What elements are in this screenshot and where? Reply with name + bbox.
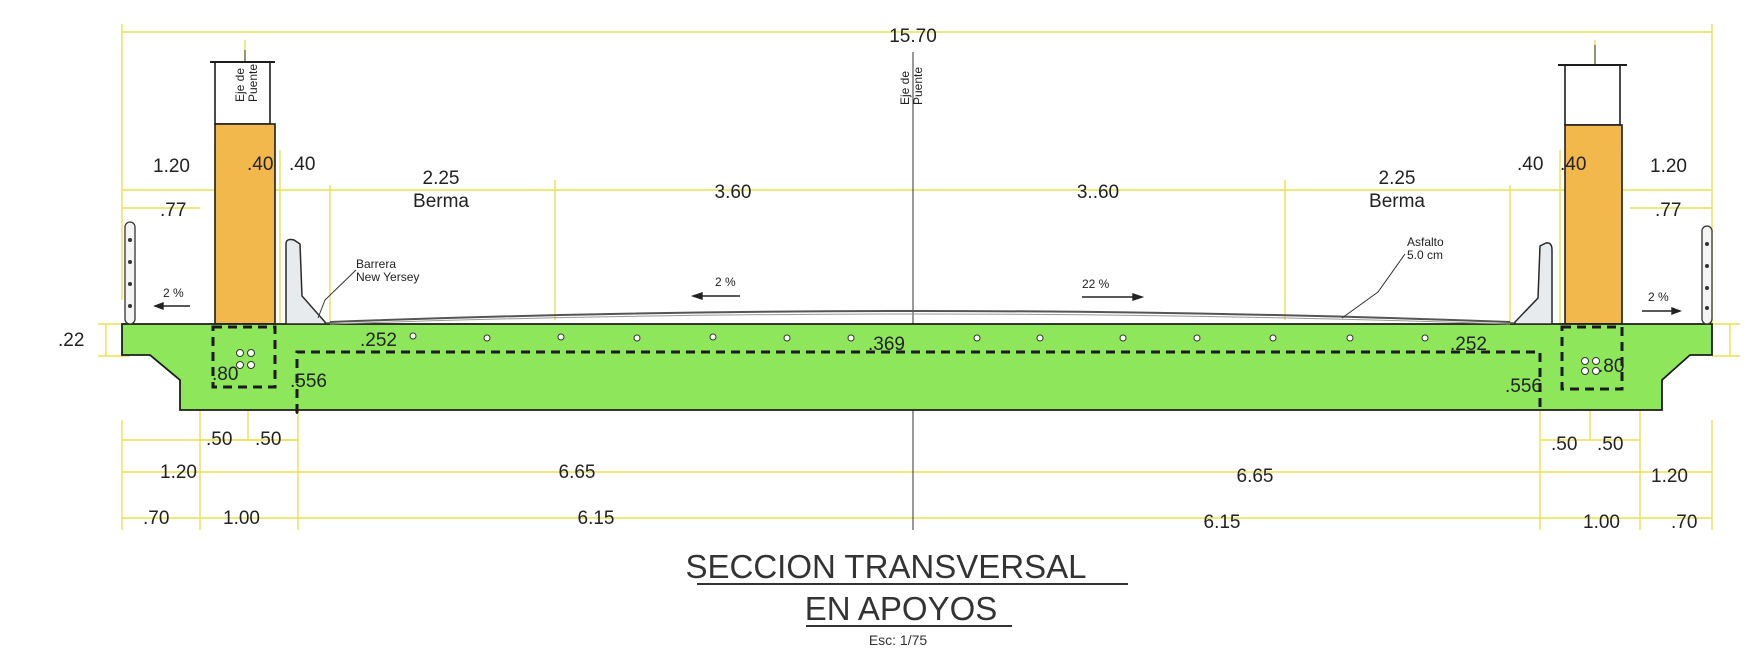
- dim-left-70: .70: [143, 508, 169, 529]
- rebar-dots: [236, 332, 1600, 375]
- axis-labels: Eje de Puente Eje de Puente: [233, 64, 925, 105]
- dim-center-369: .369: [868, 334, 905, 355]
- dim-left-offset-120: 1.20: [153, 156, 190, 177]
- asphalt-label-line2: 5.0 cm: [1407, 248, 1443, 262]
- dim-right-665: 6.65: [1237, 466, 1274, 487]
- annotation-labels: Barrera New Yersey Asfalto 5.0 cm 2 % 2 …: [163, 235, 1669, 304]
- dim-lane-right: 3..60: [1077, 182, 1119, 203]
- dim-left-gap-40: .40: [289, 154, 315, 175]
- dim-left-615: 6.15: [578, 508, 615, 529]
- dim-left-120-bottom: 1.20: [160, 462, 197, 483]
- label-right-berma: Berma: [1369, 191, 1425, 212]
- dim-right-556: .556: [1505, 376, 1542, 397]
- dim-lane-left: 3.60: [715, 182, 752, 203]
- dim-right-berma: 2.25: [1379, 168, 1416, 189]
- dim-right-77: .77: [1655, 200, 1681, 221]
- dimension-labels: 15.70 1.20 .40 .40 .77 2.25 Berma 3.60 3…: [58, 26, 1697, 533]
- dim-right-80: .80: [1598, 356, 1624, 377]
- center-axis-label-line2: Puente: [911, 67, 925, 105]
- dim-right-615: 6.15: [1204, 512, 1241, 533]
- scale-label: Esc: 1/75: [869, 632, 928, 648]
- dim-right-70: .70: [1671, 512, 1697, 533]
- road-surface: [290, 310, 1548, 325]
- deck-section: [121, 323, 1713, 414]
- drawing-title: SECCION TRANSVERSAL EN APOYOS Esc: 1/75: [686, 548, 1128, 648]
- dim-right-252: .252: [1450, 334, 1487, 355]
- bridge-axis-lines: [244, 45, 1596, 530]
- dim-left-100: 1.00: [223, 508, 260, 529]
- dim-right-120-bottom: 1.20: [1651, 466, 1688, 487]
- support-columns: [214, 123, 1623, 325]
- dim-right-gap-40: .40: [1517, 154, 1543, 175]
- left-axis-label-line2: Puente: [246, 64, 260, 102]
- dim-right-50b: .50: [1597, 434, 1623, 455]
- asphalt-label-line1: Asfalto: [1407, 235, 1444, 249]
- annotation-leaders: [317, 253, 1406, 319]
- slope-right-label: 2 %: [1648, 290, 1669, 304]
- right-barrier: [1514, 242, 1553, 325]
- slope-left-label: 2 %: [163, 286, 184, 300]
- dim-left-50b: .50: [255, 429, 281, 450]
- center-axis-label-line1: Eje de: [898, 71, 912, 105]
- barrier-label-line2: New Yersey: [356, 270, 419, 284]
- dim-left-50a: .50: [206, 429, 232, 450]
- dim-left-556: .556: [290, 371, 327, 392]
- slope-center-right-label: 22 %: [1082, 277, 1110, 291]
- left-axis-label-line1: Eje de: [233, 68, 247, 102]
- slope-center-left-label: 2 %: [715, 275, 736, 289]
- dim-total-width: 15.70: [889, 26, 937, 47]
- right-column: [1564, 124, 1623, 325]
- dim-left-berma: 2.25: [423, 168, 460, 189]
- dim-deck-thickness: .22: [58, 330, 84, 351]
- title-line1: SECCION TRANSVERSAL: [686, 548, 1087, 585]
- dim-left-77: .77: [160, 200, 186, 221]
- dim-right-50a: .50: [1551, 434, 1577, 455]
- dim-left-252: .252: [360, 330, 397, 351]
- dim-right-col-40: .40: [1560, 154, 1586, 175]
- dim-right-100: 1.00: [1583, 512, 1620, 533]
- jersey-barriers: [285, 238, 1553, 325]
- label-left-berma: Berma: [413, 191, 469, 212]
- dim-left-665: 6.65: [559, 462, 596, 483]
- dim-right-offset-120: 1.20: [1650, 156, 1687, 177]
- title-line2: EN APOYOS: [805, 590, 998, 627]
- left-column: [214, 123, 276, 325]
- barrier-label-line1: Barrera: [356, 257, 396, 271]
- dim-left-col-40: .40: [247, 154, 273, 175]
- left-barrier: [285, 238, 326, 325]
- railings: [124, 221, 1713, 325]
- slope-arrows: [153, 292, 1682, 316]
- dim-left-80: .80: [212, 364, 238, 385]
